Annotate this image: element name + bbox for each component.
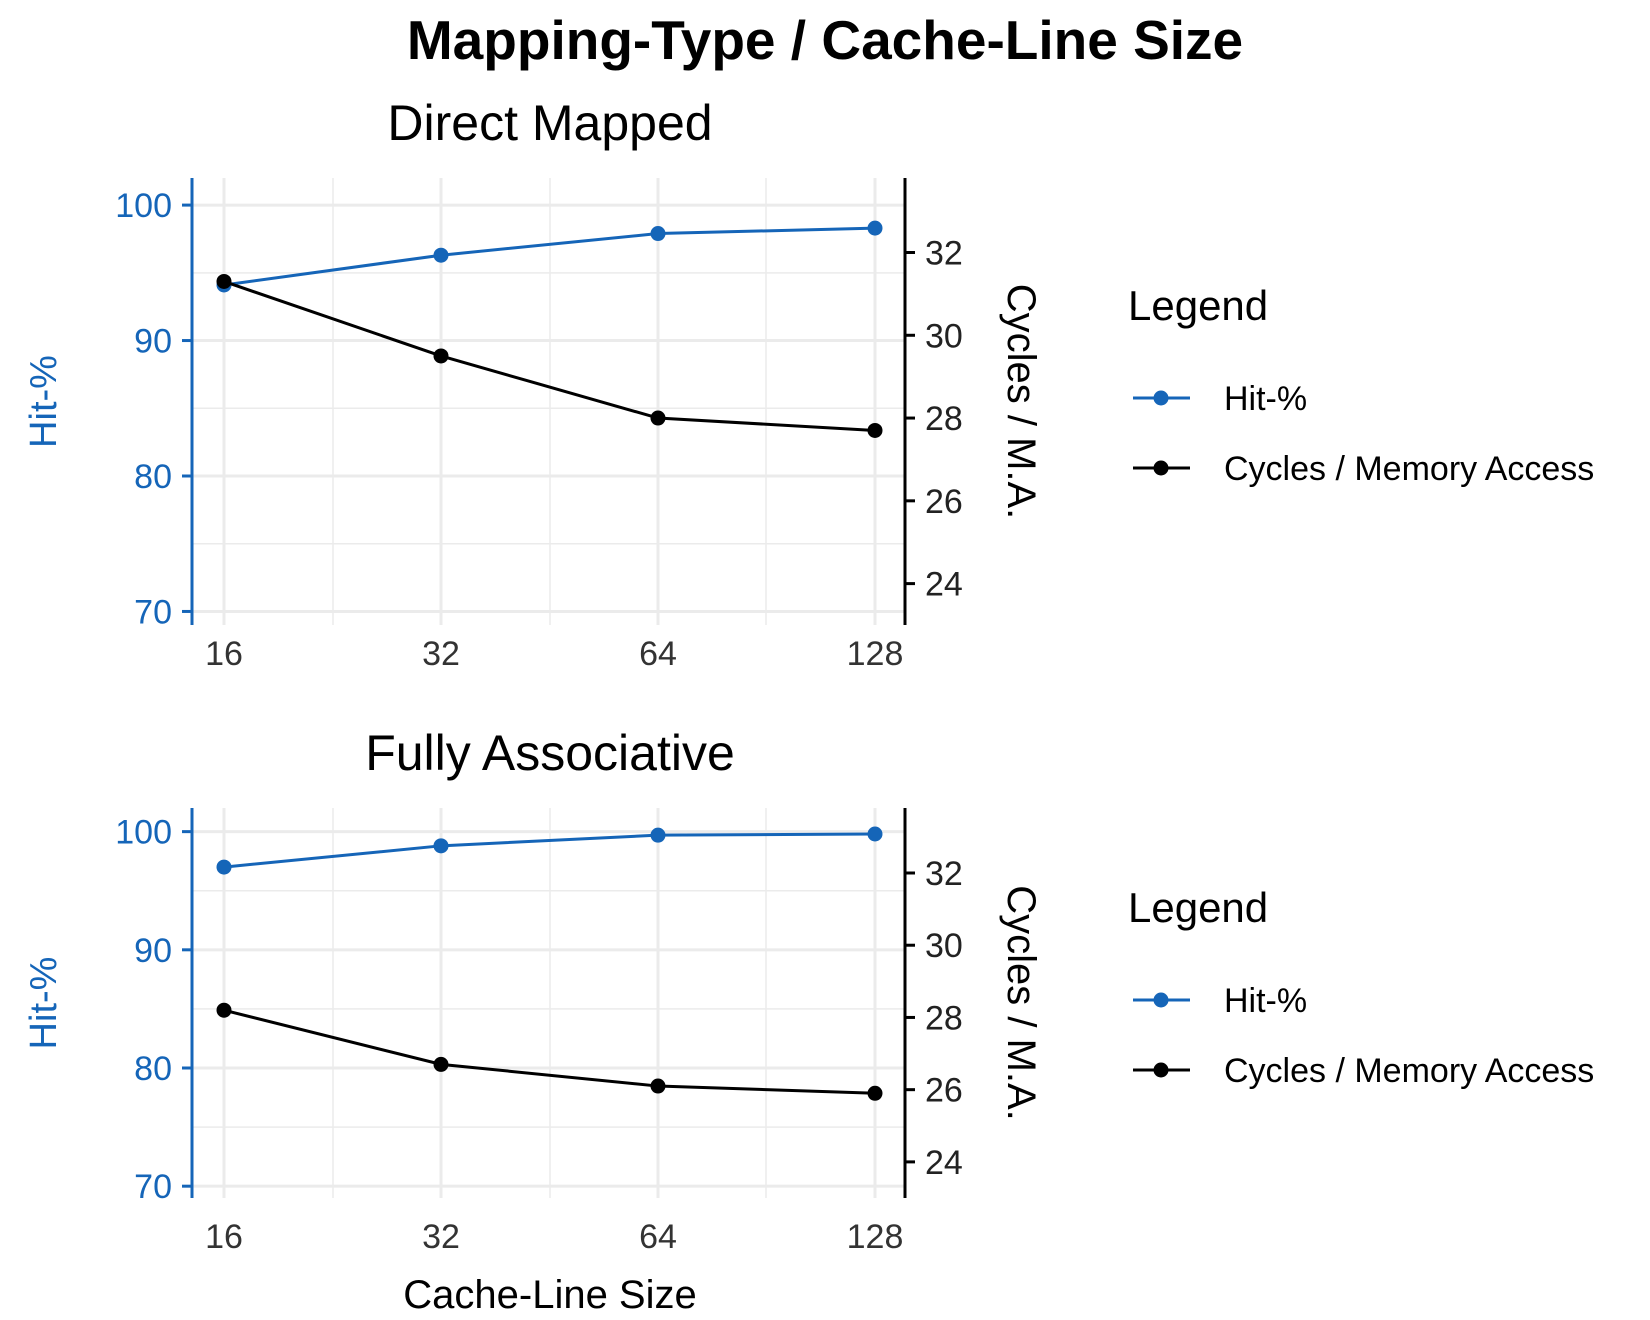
legend-label: Cycles / Memory Access bbox=[1224, 1052, 1594, 1090]
left-y-axis-label: Hit-% bbox=[23, 957, 65, 1050]
series-point-hit bbox=[867, 826, 883, 842]
x-tick-label: 32 bbox=[422, 1218, 460, 1256]
legend-key-point bbox=[1153, 390, 1169, 406]
x-tick-label: 128 bbox=[847, 635, 904, 673]
right-y-axis-label: Cycles / M.A. bbox=[999, 284, 1043, 520]
right-y-tick-label: 30 bbox=[925, 927, 963, 965]
x-tick-label: 16 bbox=[205, 1218, 243, 1256]
left-y-tick-label: 100 bbox=[115, 814, 172, 852]
right-y-tick-label: 28 bbox=[925, 400, 963, 438]
left-y-tick-label: 70 bbox=[134, 1168, 172, 1206]
left-y-tick-label: 70 bbox=[134, 593, 172, 631]
legend-title: Legend bbox=[1128, 282, 1268, 329]
x-tick-label: 32 bbox=[422, 635, 460, 673]
series-point-hit bbox=[650, 226, 666, 242]
right-y-tick-label: 26 bbox=[925, 1072, 963, 1110]
x-tick-label: 16 bbox=[205, 635, 243, 673]
left-y-axis-label: Hit-% bbox=[23, 355, 65, 448]
left-y-tick-label: 90 bbox=[134, 932, 172, 970]
right-y-tick-label: 32 bbox=[925, 235, 963, 273]
series-point-hit bbox=[867, 220, 883, 236]
right-y-tick-label: 26 bbox=[925, 483, 963, 521]
right-y-tick-label: 24 bbox=[925, 566, 963, 604]
legend-label: Cycles / Memory Access bbox=[1224, 450, 1594, 488]
left-y-tick-label: 100 bbox=[115, 187, 172, 225]
right-y-tick-label: 28 bbox=[925, 999, 963, 1037]
left-y-tick-label: 80 bbox=[134, 1050, 172, 1088]
x-tick-label: 64 bbox=[639, 1218, 677, 1256]
panel-title: Fully Associative bbox=[365, 725, 735, 781]
series-point-hit bbox=[433, 247, 449, 263]
series-line-hit bbox=[223, 832, 876, 869]
legend-key-point bbox=[1153, 1062, 1169, 1078]
series-point-cycles bbox=[867, 1085, 883, 1101]
series-point-hit bbox=[650, 827, 666, 843]
right-y-tick-label: 32 bbox=[925, 855, 963, 893]
panel-title: Direct Mapped bbox=[387, 95, 712, 151]
right-y-axis-label: Cycles / M.A. bbox=[999, 885, 1043, 1121]
x-tick-label: 128 bbox=[847, 1218, 904, 1256]
series-point-cycles bbox=[867, 422, 883, 438]
x-axis-label: Cache-Line Size bbox=[403, 1273, 697, 1317]
panel-1: Direct Mapped 70 80 90 100 Hit-% 24 26 28 30 32 Cyc… bbox=[23, 95, 1594, 673]
series-line-cycles bbox=[223, 1008, 876, 1095]
series-point-cycles bbox=[216, 1002, 232, 1018]
series-point-cycles bbox=[433, 348, 449, 364]
series-point-cycles bbox=[433, 1056, 449, 1072]
right-y-tick-label: 24 bbox=[925, 1144, 963, 1182]
series-point-cycles bbox=[216, 273, 232, 289]
legend-label: Hit-% bbox=[1224, 982, 1307, 1020]
legend-key-point bbox=[1153, 460, 1169, 476]
legend: Legend Hit-% Cycles / Memory Access bbox=[1128, 884, 1594, 1090]
series-point-hit bbox=[433, 838, 449, 854]
panel-2: Fully Associative 70 80 90 100 Hit-% 24 26 28 30 3… bbox=[23, 725, 1594, 1317]
legend-key-point bbox=[1153, 992, 1169, 1008]
series-line-cycles bbox=[223, 280, 876, 432]
series-point-hit bbox=[216, 859, 232, 875]
legend: Legend Hit-% Cycles / Memory Access bbox=[1128, 282, 1594, 488]
legend-title: Legend bbox=[1128, 884, 1268, 931]
series-point-cycles bbox=[650, 410, 666, 426]
chart-main-title: Mapping-Type / Cache-Line Size bbox=[406, 9, 1244, 71]
left-y-tick-label: 80 bbox=[134, 458, 172, 496]
series-line-hit bbox=[223, 226, 876, 287]
x-tick-label: 64 bbox=[639, 635, 677, 673]
left-y-tick-label: 90 bbox=[134, 323, 172, 361]
right-y-tick-label: 30 bbox=[925, 317, 963, 355]
legend-label: Hit-% bbox=[1224, 380, 1307, 418]
series-point-cycles bbox=[650, 1078, 666, 1094]
